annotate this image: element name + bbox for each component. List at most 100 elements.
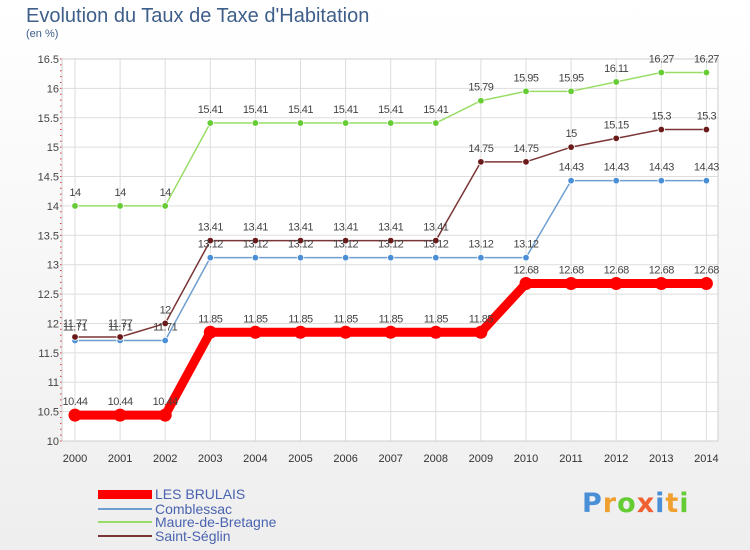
data-point [116,333,124,341]
data-label: 12.68 [604,264,629,276]
data-point [116,202,124,210]
data-label: 11.71 [63,322,88,334]
x-tick-label: 2013 [649,453,673,465]
chart-subtitle: (en %) [26,28,59,40]
legend-swatch [98,489,152,499]
data-point [657,68,665,77]
y-tick-label: 13 [47,260,59,272]
legend-item: Maure-de-Bretagne [98,514,277,530]
x-tick-label: 2000 [63,453,87,465]
data-label: 11.85 [288,313,313,325]
logo-letter: P [582,488,603,519]
data-point [71,202,79,210]
data-point [477,253,485,262]
data-label: 14 [160,187,172,199]
data-point [296,236,305,245]
legend-swatch [98,521,152,523]
data-point [206,253,214,262]
data-label: 13.12 [513,239,538,251]
y-tick-label: 10.5 [38,407,59,419]
data-label: 16.11 [604,63,629,75]
y-tick-label: 14 [47,201,59,213]
data-point [612,134,620,143]
data-point [609,276,623,290]
data-point [71,333,79,341]
data-point [158,408,172,422]
logo-letter: t [665,488,680,519]
y-tick-label: 16.5 [38,54,59,66]
data-point [522,87,530,96]
data-label: 12.68 [513,264,538,276]
data-point [657,176,665,185]
y-tick-label: 15.5 [38,113,59,125]
plot-border [61,58,719,442]
legend-label: LES BRULAIS [155,486,246,502]
x-tick-label: 2009 [469,453,493,465]
data-label: 13.12 [333,239,358,251]
data-label: 16.27 [649,54,674,66]
data-point [161,319,169,328]
logo-letter: o [617,488,637,519]
data-point [296,253,305,262]
data-label: 16.27 [694,54,719,66]
data-point [432,119,440,127]
chart-title: Evolution du Taux de Taxe d'Habitation [26,5,370,27]
data-label: 14.75 [468,143,493,155]
x-tick-label: 2005 [288,453,312,465]
data-label: 15.41 [333,104,358,116]
data-label: 11.85 [333,313,358,325]
y-tick-label: 12 [47,318,59,330]
data-label: 11.85 [243,313,268,325]
data-point [474,325,488,339]
data-label: 11.77 [108,318,133,330]
data-point [161,336,169,345]
data-label: 15.41 [198,104,223,116]
data-point [341,119,350,127]
y-tick-label: 10 [47,436,59,448]
data-label: 13.41 [288,222,313,234]
data-point [296,119,305,127]
data-label: 13.12 [198,239,223,251]
data-label: 11.77 [63,318,88,330]
legend-label: Maure-de-Bretagne [155,514,277,530]
data-point [161,202,169,210]
data-point [68,408,82,422]
data-label: 15 [565,128,577,140]
data-point [248,325,262,339]
data-label: 11.85 [379,313,404,325]
y-tick-label: 11.5 [38,348,59,360]
data-label: 11.85 [469,313,494,325]
data-point [477,97,485,105]
x-tick-label: 2011 [559,453,583,465]
data-label: 10.44 [62,396,87,408]
data-label: 15.41 [288,104,313,116]
data-label: 14.43 [694,162,719,174]
data-point [429,325,443,339]
data-label: 15.79 [468,82,493,94]
data-point [387,236,395,245]
data-point [612,78,620,86]
data-point [113,408,127,422]
data-label: 10.44 [153,396,178,408]
data-point [341,253,350,262]
data-label: 13.12 [468,239,493,251]
data-point [654,276,668,290]
data-point [432,253,440,262]
legend-item: Comblessac [98,501,232,517]
y-tick-label: 13.5 [38,230,59,242]
x-tick-label: 2002 [153,453,177,465]
data-label: 10.44 [108,396,133,408]
x-tick-label: 2012 [604,453,628,465]
data-label: 15.41 [378,104,403,116]
legend-swatch [98,508,152,510]
data-point [702,125,711,134]
data-point [432,236,440,245]
data-point [702,176,711,185]
legend-item: LES BRULAIS [98,486,246,502]
data-point [702,68,711,77]
x-tick-label: 2001 [108,453,132,465]
data-point [522,158,530,166]
legend-item: Saint-Séglin [98,528,231,544]
